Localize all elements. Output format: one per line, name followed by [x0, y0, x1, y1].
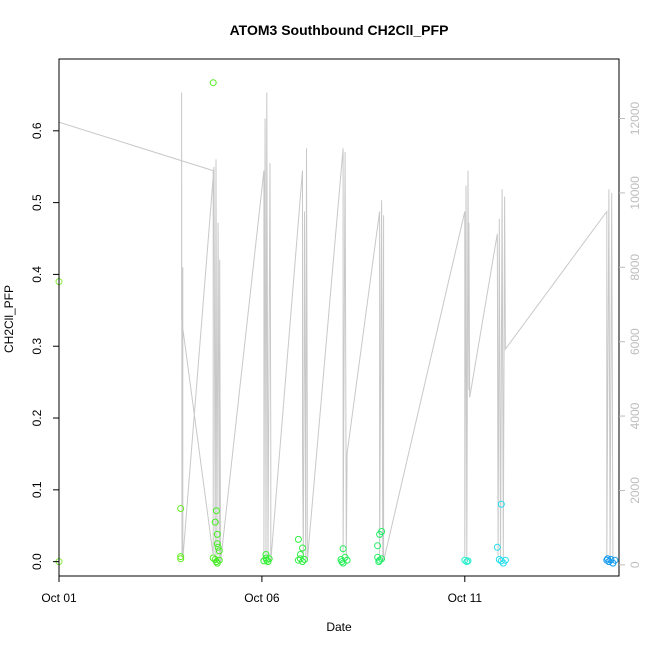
data-point [209, 79, 217, 87]
right-y-tick-label: 12000 [628, 102, 642, 136]
data-point [260, 557, 268, 565]
right-y-tick-label: 8000 [628, 254, 642, 281]
right-y-tick-label: 4000 [628, 402, 642, 429]
data-point [497, 500, 505, 508]
data-point [177, 555, 185, 563]
x-tick-label: Oct 06 [244, 591, 280, 605]
plot-frame [58, 58, 620, 577]
right-y-axis: 0 2000 4000 6000 8000 10000 12000 [619, 102, 642, 568]
data-point [338, 558, 346, 566]
data-point [214, 543, 222, 551]
data-point [611, 556, 619, 564]
points-layer [55, 79, 619, 567]
x-tick-label: Oct 01 [41, 591, 77, 605]
data-point [375, 558, 383, 566]
data-point [374, 542, 382, 550]
x-axis: Oct 01 Oct 06 Oct 11 [41, 576, 482, 605]
y-tick-label: 0.2 [30, 409, 44, 426]
data-point [215, 556, 223, 564]
data-point [464, 557, 472, 565]
data-point [299, 544, 306, 552]
y-tick-label: 0.0 [30, 553, 44, 570]
data-point [604, 555, 612, 563]
y-tick-label: 0.5 [30, 194, 44, 211]
data-point [378, 528, 386, 535]
data-point [607, 556, 615, 563]
data-point [501, 556, 509, 564]
data-point [215, 547, 223, 555]
y-tick-label: 0.1 [30, 481, 44, 498]
data-point [212, 507, 220, 515]
data-point [339, 545, 347, 553]
x-axis-label: Date [326, 620, 352, 634]
data-point [211, 518, 219, 526]
right-y-tick-label: 0 [628, 561, 642, 568]
right-y-tick-label: 2000 [628, 477, 642, 504]
y-tick-label: 0.3 [30, 338, 44, 355]
data-point [213, 540, 221, 548]
right-y-tick-label: 6000 [628, 328, 642, 355]
data-point [301, 556, 308, 563]
data-point [177, 505, 185, 512]
data-point [493, 543, 501, 551]
x-tick-label: Oct 11 [448, 591, 483, 605]
data-point [376, 556, 384, 564]
data-point [463, 558, 471, 566]
y-tick-label: 0.4 [30, 266, 44, 283]
y-tick-label: 0.6 [30, 122, 44, 139]
data-point [177, 553, 185, 561]
data-point [294, 535, 302, 543]
chart-title: ATOM3 Southbound CH2Cll_PFP [230, 22, 449, 38]
y-axis: 0.0 0.1 0.2 0.3 0.4 0.5 0.6 [30, 122, 59, 570]
data-point [299, 558, 306, 566]
data-point [497, 557, 505, 565]
data-point [213, 530, 221, 538]
right-y-tick-label: 10000 [628, 176, 642, 210]
data-point [461, 556, 469, 564]
y-axis-label: CH2Cll_PFP [2, 285, 16, 353]
